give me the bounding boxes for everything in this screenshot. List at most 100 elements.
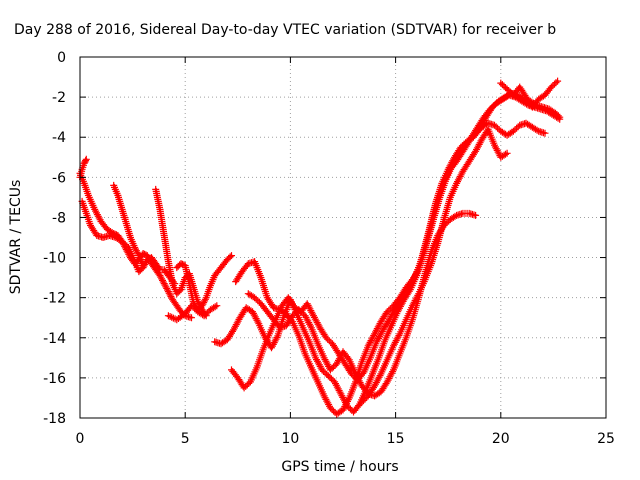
data-point (120, 208, 124, 211)
data-point (188, 282, 191, 285)
data-point (284, 312, 288, 315)
data-point (486, 128, 490, 131)
data-point (398, 352, 402, 356)
data-point (297, 334, 301, 337)
data-point (329, 406, 332, 410)
data-point (369, 356, 372, 360)
data-point (272, 306, 275, 309)
data-point (137, 270, 141, 273)
data-point (175, 318, 178, 321)
data-point (226, 258, 229, 261)
data-point (436, 198, 439, 201)
data-point (524, 121, 528, 125)
data-point (341, 350, 345, 354)
series-markers (211, 89, 564, 416)
data-point (327, 374, 330, 378)
data-point (150, 262, 153, 265)
data-point (266, 310, 269, 313)
data-point (266, 296, 269, 299)
y-tick-label: -4 (52, 130, 66, 146)
data-point (291, 314, 294, 317)
data-point (556, 79, 559, 83)
data-point (127, 246, 130, 249)
data-point (303, 314, 307, 317)
data-point (316, 380, 319, 384)
y-tick-label: -6 (52, 170, 66, 186)
data-series (164, 302, 221, 324)
data-point (362, 370, 366, 374)
series-markers (152, 185, 210, 320)
data-point (461, 150, 465, 153)
data-point (83, 162, 86, 165)
data-point (385, 358, 389, 362)
data-point (339, 392, 343, 396)
data-point (85, 212, 88, 215)
data-point (524, 95, 528, 99)
data-point (175, 266, 178, 269)
data-point (213, 340, 216, 343)
data-point (377, 356, 380, 360)
data-point (310, 326, 313, 329)
data-point (442, 218, 446, 221)
data-point (108, 234, 111, 237)
data-point (184, 312, 187, 315)
data-point (404, 286, 408, 289)
y-tick-label: -14 (43, 331, 66, 347)
x-tick-label: 5 (181, 431, 190, 447)
data-point (230, 254, 233, 257)
data-point (167, 314, 170, 317)
y-tick-label: -18 (43, 411, 66, 427)
data-point (499, 81, 502, 85)
data-point (404, 336, 408, 339)
data-point (120, 240, 124, 243)
data-point (219, 266, 223, 269)
x-tick-label: 10 (281, 431, 299, 447)
x-tick-label: 20 (492, 431, 510, 447)
data-point (137, 254, 141, 257)
data-point (247, 262, 250, 265)
data-point (482, 115, 486, 119)
data-point (154, 268, 157, 271)
data-point (388, 318, 391, 321)
data-point (234, 280, 237, 283)
data-point (381, 328, 385, 331)
data-point (80, 168, 84, 171)
data-point (158, 268, 162, 271)
axis-ticks: 0 5 10 15 20 25 0 -2 -4 -6 -8 -10 -12 -14 -16 -18 (43, 50, 615, 447)
data-point (230, 368, 233, 372)
data-point (106, 228, 109, 231)
data-point (129, 236, 132, 239)
data-point (543, 93, 547, 97)
y-axis-label: SDTVAR / TECUs (8, 180, 24, 295)
data-series (358, 125, 511, 406)
data-point (379, 372, 383, 376)
data-point (499, 130, 502, 133)
data-point (360, 360, 364, 364)
data-series (232, 119, 549, 418)
data-point (284, 324, 288, 327)
data-point (200, 304, 204, 307)
data-point (236, 376, 239, 380)
data-point (146, 258, 149, 261)
data-point (306, 302, 309, 305)
data-point (253, 296, 256, 299)
data-point (331, 342, 334, 345)
data-point (310, 366, 313, 370)
data-point (167, 260, 170, 263)
data-point (162, 268, 166, 271)
plot-frame (79, 56, 607, 419)
data-point (373, 384, 376, 388)
data-point (455, 182, 458, 185)
data-point (358, 402, 362, 406)
data-point (379, 320, 383, 323)
data-point (461, 170, 465, 173)
data-point (367, 344, 370, 347)
data-point (175, 304, 178, 307)
data-point (154, 188, 157, 191)
data-point (411, 304, 414, 307)
data-point (272, 318, 275, 321)
data-point (373, 332, 376, 335)
data-point (114, 236, 117, 239)
data-point (297, 308, 301, 311)
